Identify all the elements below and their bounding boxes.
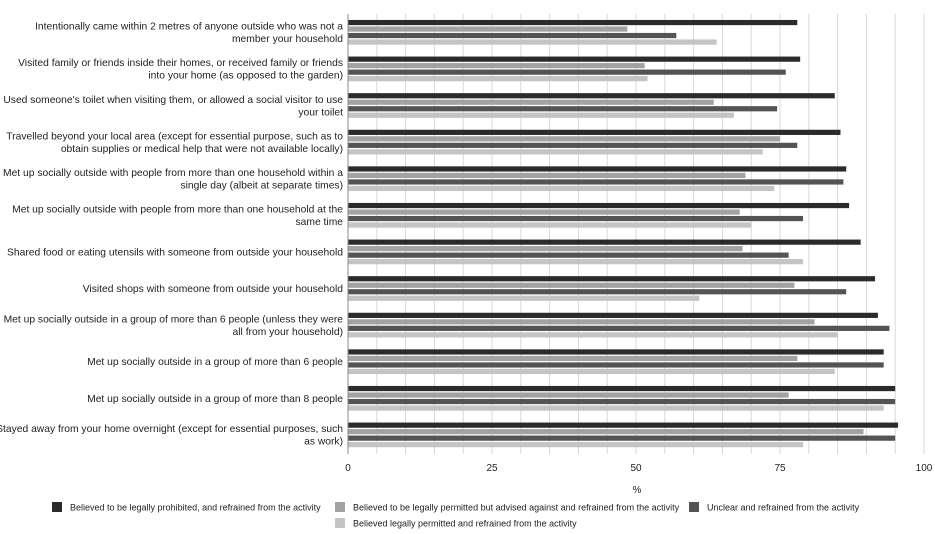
- bar-6-series-1: [348, 202, 850, 209]
- bar-12-series-1: [348, 422, 899, 428]
- bar-1-series-3: [348, 32, 677, 39]
- legend-label-3: Unclear and refrained from the activity: [707, 503, 860, 513]
- x-tick-label: 25: [486, 463, 498, 474]
- category-label: Visited shops with someone from outside …: [83, 284, 344, 295]
- bar-9-series-2: [348, 319, 815, 325]
- legend-label-1: Believed to be legally prohibited, and r…: [70, 503, 321, 513]
- bar-7-series-2: [348, 246, 743, 252]
- bar-7-series-1: [348, 239, 861, 245]
- bar-4-series-1: [348, 129, 841, 135]
- bar-11-series-3: [348, 398, 896, 405]
- category-label: Met up socially outside with people from…: [12, 205, 343, 229]
- bar-11-series-4: [348, 405, 884, 411]
- bar-3-series-2: [348, 99, 714, 105]
- x-tick-label: 50: [630, 463, 642, 474]
- bar-5-series-3: [348, 179, 844, 185]
- category-label: Met up socially outside in a group of mo…: [87, 394, 343, 405]
- bar-2-series-4: [348, 76, 648, 82]
- bar-3-series-3: [348, 106, 778, 112]
- category-label: Shared food or eating utensils with some…: [7, 247, 343, 258]
- bar-9-series-4: [348, 332, 838, 338]
- bar-5-series-2: [348, 172, 746, 179]
- category-label: Met up socially outside in a group of mo…: [4, 314, 344, 338]
- x-tick-label: 0: [345, 463, 351, 474]
- x-tick-label: 75: [774, 463, 786, 474]
- category-label: Used someone's toilet when visiting them…: [3, 95, 343, 119]
- bar-9-series-1: [348, 312, 878, 318]
- bar-3-series-4: [348, 112, 734, 118]
- bar-4-series-2: [348, 136, 780, 142]
- legend-swatch-1: [52, 502, 62, 512]
- legend-label-2: Believed to be legally permitted but adv…: [353, 503, 680, 513]
- bar-1-series-4: [348, 39, 717, 45]
- category-label: Met up socially outside in a group of mo…: [87, 357, 343, 368]
- category-label: Stayed away from your home overnight (ex…: [0, 424, 343, 448]
- bar-8-series-2: [348, 282, 795, 288]
- bar-10-series-4: [348, 368, 835, 375]
- bar-5-series-4: [348, 185, 775, 192]
- bar-10-series-3: [348, 362, 884, 368]
- x-tick-label: 100: [916, 463, 933, 474]
- bar-11-series-1: [348, 385, 896, 392]
- bar-4-series-3: [348, 142, 798, 148]
- category-labels: Intentionally came within 2 metres of an…: [0, 22, 343, 448]
- legend-swatch-4: [335, 518, 345, 528]
- bar-8-series-4: [348, 295, 700, 301]
- legend-swatch-2: [335, 502, 345, 512]
- bar-2-series-3: [348, 69, 786, 75]
- bar-11-series-2: [348, 392, 789, 398]
- bar-2-series-1: [348, 56, 801, 62]
- bar-5-series-1: [348, 166, 847, 172]
- x-tick-labels: 0 25 50 75 100: [345, 463, 933, 474]
- category-label: Met up socially outside with people from…: [3, 168, 343, 192]
- legend-swatch-3: [689, 502, 699, 512]
- bar-1-series-1: [348, 19, 798, 26]
- category-label: Intentionally came within 2 metres of an…: [35, 22, 343, 46]
- bar-2-series-2: [348, 63, 645, 69]
- bar-6-series-4: [348, 222, 752, 228]
- bar-9-series-3: [348, 325, 890, 331]
- bar-8-series-1: [348, 276, 876, 282]
- category-label: Visited family or friends inside their h…: [18, 58, 343, 82]
- bar-7-series-4: [348, 259, 804, 265]
- bar-10-series-1: [348, 349, 884, 355]
- bar-10-series-2: [348, 355, 798, 362]
- bar-12-series-4: [348, 442, 804, 448]
- bar-12-series-2: [348, 429, 864, 435]
- category-label: Travelled beyond your local area (except…: [6, 131, 343, 155]
- bar-8-series-3: [348, 289, 847, 295]
- bar-6-series-2: [348, 209, 740, 215]
- bars: [348, 19, 899, 448]
- bar-6-series-3: [348, 215, 804, 222]
- x-axis-title: %: [633, 485, 642, 496]
- bar-12-series-3: [348, 435, 896, 441]
- gridlines: [376, 14, 925, 454]
- bar-7-series-3: [348, 252, 789, 258]
- bar-4-series-4: [348, 149, 763, 155]
- legend-label-4: Believed legally permitted and refrained…: [353, 519, 577, 529]
- bar-1-series-2: [348, 26, 628, 32]
- legend: Believed to be legally prohibited, and r…: [52, 502, 860, 529]
- bar-3-series-1: [348, 93, 835, 99]
